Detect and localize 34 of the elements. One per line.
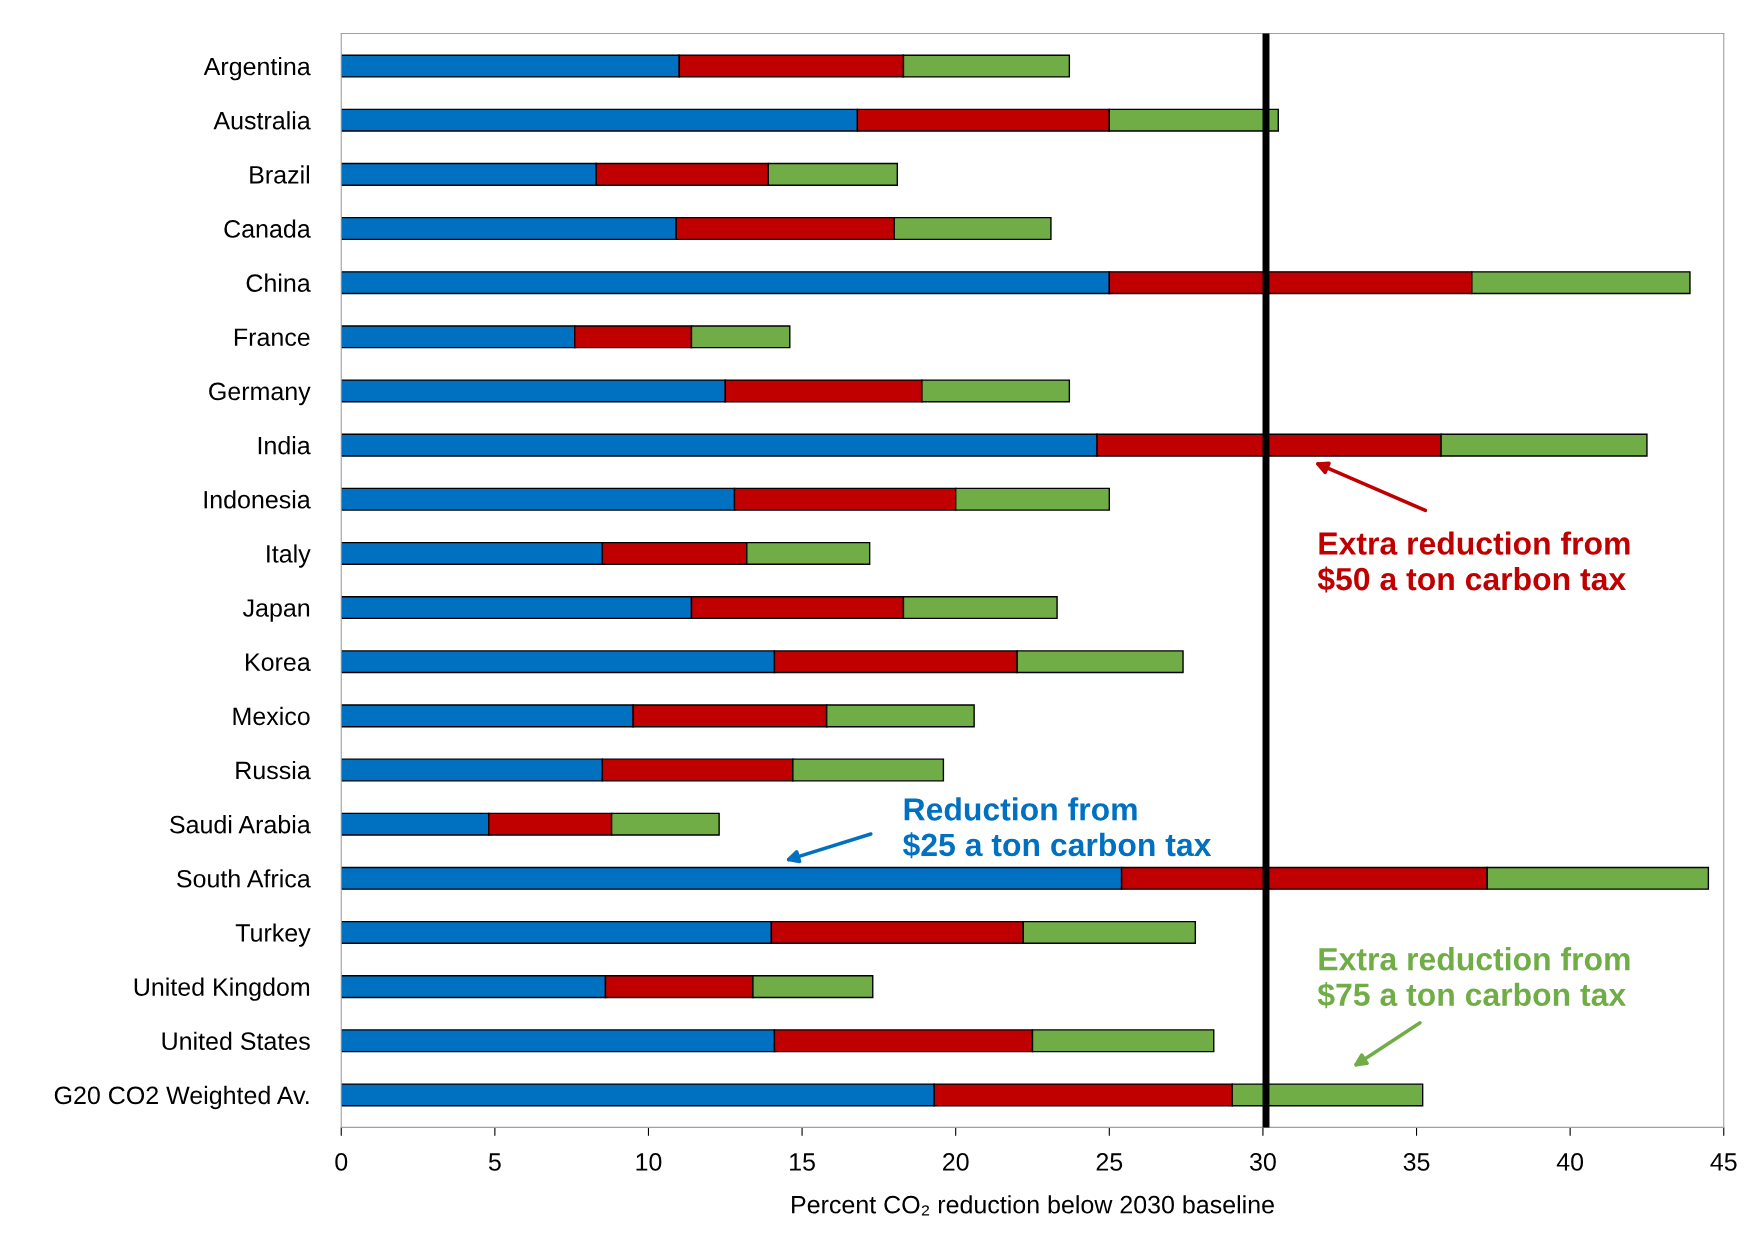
- y-tick-label: Saudi Arabia: [170, 815, 311, 834]
- x-tick-label: 20: [943, 1153, 969, 1171]
- y-tick-label: United States: [162, 1031, 310, 1051]
- y-tick-label: Germany: [209, 382, 311, 406]
- y-tick-label: South Africa: [177, 869, 311, 888]
- x-tick-label: 40: [1556, 1153, 1584, 1171]
- y-tick-label: Indonesia: [204, 490, 311, 509]
- y-tick-label: G20 CO2 Weighted Av.: [54, 1085, 309, 1110]
- y-tick-label: China: [246, 273, 311, 292]
- y-tick-label: India: [258, 436, 311, 455]
- y-tick-label: France: [234, 328, 310, 347]
- y-tick-label: Russia: [236, 760, 311, 780]
- annotation: Extra reduction from $75 a ton carbon tax: [1317, 947, 1630, 1009]
- y-tick-label: Japan: [242, 599, 310, 622]
- y-tick-label: Mexico: [233, 706, 310, 726]
- annotation: Reduction from $25 a ton carbon tax: [902, 797, 1212, 859]
- y-tick-label: Italy: [267, 544, 311, 568]
- annotation: Extra reduction from $50 a ton carbon tax: [1317, 531, 1630, 593]
- x-tick-label: 5: [488, 1153, 501, 1171]
- x-tick-label: 45: [1710, 1153, 1737, 1171]
- y-tick-label: Australia: [213, 111, 311, 130]
- x-tick-label: 10: [636, 1153, 662, 1171]
- x-tick-label: 35: [1403, 1153, 1430, 1171]
- x-tick-label: 25: [1096, 1153, 1123, 1171]
- y-tick-label: Brazil: [250, 165, 310, 184]
- x-axis-title: Percent CO₂ reduction below 2030 baseline: [792, 1195, 1274, 1216]
- y-tick-label: Korea: [246, 653, 311, 672]
- x-tick-label: 15: [790, 1153, 815, 1171]
- x-tick-label: 0: [335, 1153, 348, 1171]
- x-tick-label: 30: [1249, 1153, 1276, 1171]
- y-tick-label: Argentina: [203, 56, 311, 81]
- y-tick-label: United Kingdom: [134, 977, 310, 1001]
- y-tick-label: Turkey: [235, 923, 311, 947]
- y-tick-label: Canada: [224, 219, 311, 238]
